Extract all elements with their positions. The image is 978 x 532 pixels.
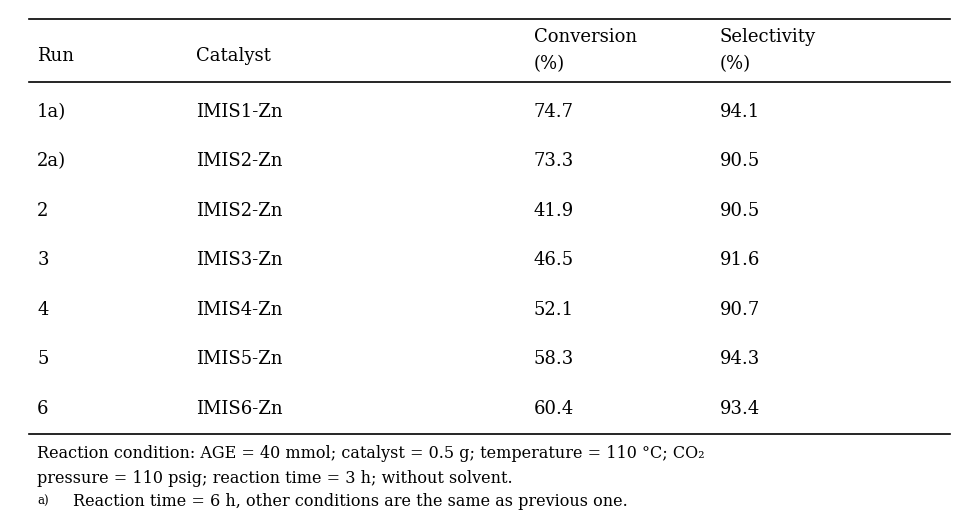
Text: Selectivity: Selectivity [719, 28, 815, 46]
Text: 91.6: 91.6 [719, 251, 759, 269]
Text: 2a): 2a) [37, 152, 67, 170]
Text: 60.4: 60.4 [533, 400, 573, 418]
Text: IMIS3-Zn: IMIS3-Zn [196, 251, 282, 269]
Text: IMIS2-Zn: IMIS2-Zn [196, 202, 282, 220]
Text: 2: 2 [37, 202, 49, 220]
Text: 90.5: 90.5 [719, 202, 759, 220]
Text: Conversion: Conversion [533, 28, 636, 46]
Text: 41.9: 41.9 [533, 202, 573, 220]
Text: 93.4: 93.4 [719, 400, 759, 418]
Text: Run: Run [37, 47, 74, 65]
Text: 6: 6 [37, 400, 49, 418]
Text: 90.5: 90.5 [719, 152, 759, 170]
Text: 5: 5 [37, 350, 49, 368]
Text: (%): (%) [533, 55, 564, 73]
Text: Catalyst: Catalyst [196, 47, 270, 65]
Text: 46.5: 46.5 [533, 251, 573, 269]
Text: IMIS2-Zn: IMIS2-Zn [196, 152, 282, 170]
Text: IMIS1-Zn: IMIS1-Zn [196, 103, 282, 121]
Text: 94.1: 94.1 [719, 103, 759, 121]
Text: 1a): 1a) [37, 103, 67, 121]
Text: IMIS6-Zn: IMIS6-Zn [196, 400, 282, 418]
Text: 74.7: 74.7 [533, 103, 573, 121]
Text: 52.1: 52.1 [533, 301, 573, 319]
Text: (%): (%) [719, 55, 750, 73]
Text: 3: 3 [37, 251, 49, 269]
Text: pressure = 110 psig; reaction time = 3 h; without solvent.: pressure = 110 psig; reaction time = 3 h… [37, 470, 512, 487]
Text: IMIS5-Zn: IMIS5-Zn [196, 350, 282, 368]
Text: 4: 4 [37, 301, 49, 319]
Text: 73.3: 73.3 [533, 152, 573, 170]
Text: Reaction condition: AGE = 40 mmol; catalyst = 0.5 g; temperature = 110 °C; CO₂: Reaction condition: AGE = 40 mmol; catal… [37, 445, 704, 462]
Text: 58.3: 58.3 [533, 350, 573, 368]
Text: a): a) [37, 495, 49, 508]
Text: IMIS4-Zn: IMIS4-Zn [196, 301, 282, 319]
Text: 94.3: 94.3 [719, 350, 759, 368]
Text: 90.7: 90.7 [719, 301, 759, 319]
Text: Reaction time = 6 h, other conditions are the same as previous one.: Reaction time = 6 h, other conditions ar… [73, 493, 628, 510]
